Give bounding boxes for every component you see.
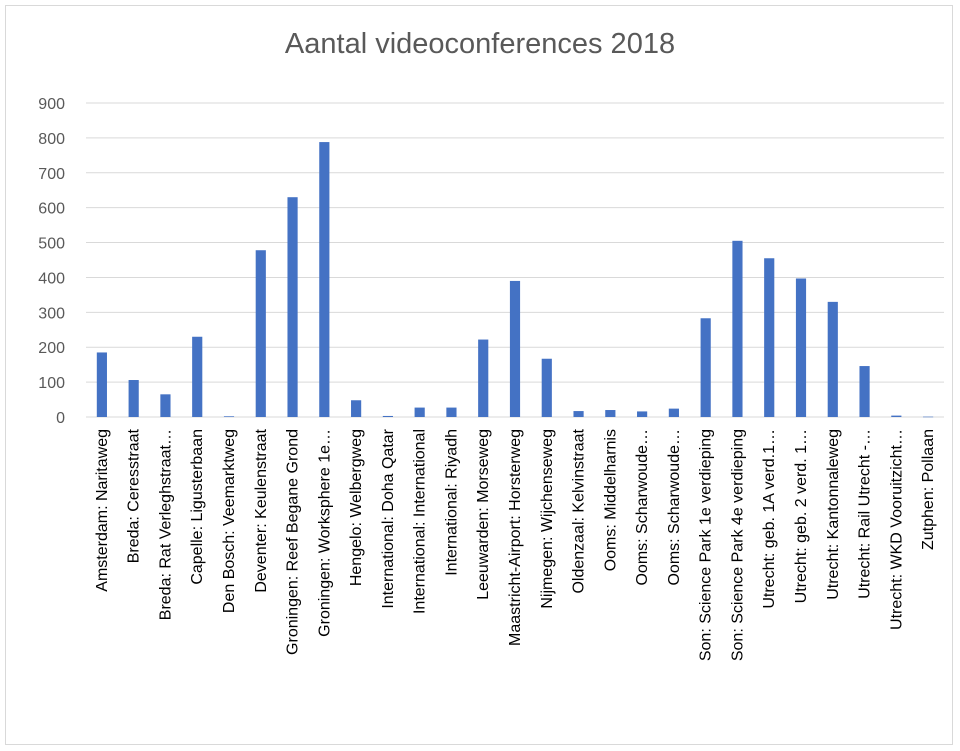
bars [96, 142, 934, 418]
y-tick-label: 900 [38, 96, 65, 113]
bar [668, 408, 679, 417]
y-tick-label: 200 [38, 340, 65, 357]
x-category-label: Utrecht: Rail Utrecht -… [857, 429, 874, 599]
bar [605, 410, 616, 417]
bar [732, 240, 743, 417]
x-category-label: Nijmegen: Wijchenseweg [539, 429, 556, 609]
x-category-label: Utrecht: geb. 2 verd. 1… [793, 429, 810, 603]
bar [446, 407, 457, 417]
x-category-label: Leeuwarden: Morseweg [475, 429, 492, 600]
chart-title: Aantal videoconferences 2018 [284, 28, 676, 60]
bar [223, 416, 235, 417]
bar [287, 197, 298, 417]
x-category-label: Utrecht: WKD Vooruitzicht… [888, 429, 905, 630]
x-category-label: Utrecht: Kantonnaleweg [825, 429, 842, 600]
x-category-label: Ooms: Scharwoude… [666, 429, 683, 586]
bar [160, 394, 171, 417]
bar [319, 142, 330, 417]
x-category-label: Breda: Rat Verleghstraat… [157, 429, 174, 620]
x-category-label: Son: Science Park 1e verdieping [698, 429, 715, 661]
x-category-label: Zutphen: Pollaan [920, 429, 937, 550]
y-tick-label: 0 [56, 410, 65, 427]
bar [637, 411, 648, 417]
y-tick-label: 400 [38, 270, 65, 287]
x-category-label: Breda: Ceresstraat [126, 428, 143, 563]
x-category-label: Amsterdam: Naritaweg [94, 429, 111, 592]
y-tick-label: 700 [38, 166, 65, 183]
bar [859, 366, 870, 417]
bar [573, 411, 584, 417]
bar [700, 318, 711, 417]
bar [923, 416, 934, 418]
bar [351, 400, 362, 417]
x-axis-labels: Amsterdam: Naritaweg Breda: Ceresstraat Br… [94, 428, 937, 661]
x-category-label: Hengelo: Welbergweg [348, 429, 365, 586]
bar [827, 301, 838, 417]
y-axis-labels: 0 100 200 300 400 500 600 700 800 900 [38, 96, 65, 427]
bar [541, 358, 552, 417]
x-category-label: International: Riyadh [443, 429, 460, 576]
bar [414, 407, 425, 417]
x-category-label: Groningen: Worksphere 1e… [316, 429, 333, 637]
bar [509, 280, 521, 417]
y-tick-label: 800 [38, 131, 65, 148]
x-category-label: International: Doha Qatar [380, 428, 397, 608]
y-tick-label: 500 [38, 236, 65, 253]
x-category-label: Deventer: Keulenstraat [253, 428, 270, 592]
x-category-label: Son: Science Park 4e verdieping [729, 429, 746, 661]
x-category-label: Den Bosch: Veemarktweg [221, 429, 238, 613]
bar [478, 339, 489, 417]
x-category-label: Ooms: Middelharnis [602, 429, 619, 571]
y-tick-label: 600 [38, 201, 65, 218]
bar [192, 336, 203, 417]
x-category-label: Utrecht: geb. 1A verd.1… [761, 429, 778, 609]
bar [891, 415, 902, 417]
x-category-label: Groningen: Reef Begane Grond [285, 429, 302, 655]
x-category-label: Ooms: Scharwoude… [634, 429, 651, 586]
y-tick-label: 100 [38, 375, 65, 392]
x-category-label: International: International [412, 429, 429, 614]
x-category-label: Capelle: Ligusterbaan [189, 429, 206, 585]
bar [764, 258, 775, 417]
bar [96, 352, 107, 417]
bar [795, 278, 807, 417]
y-tick-label: 300 [38, 305, 65, 322]
bar [382, 415, 393, 417]
bar [128, 380, 139, 417]
x-category-label: Oldenzaal: Kelvinstraat [571, 428, 588, 593]
bar [255, 250, 266, 417]
x-category-label: Maastricht-Airport: Horsterweg [507, 429, 524, 646]
